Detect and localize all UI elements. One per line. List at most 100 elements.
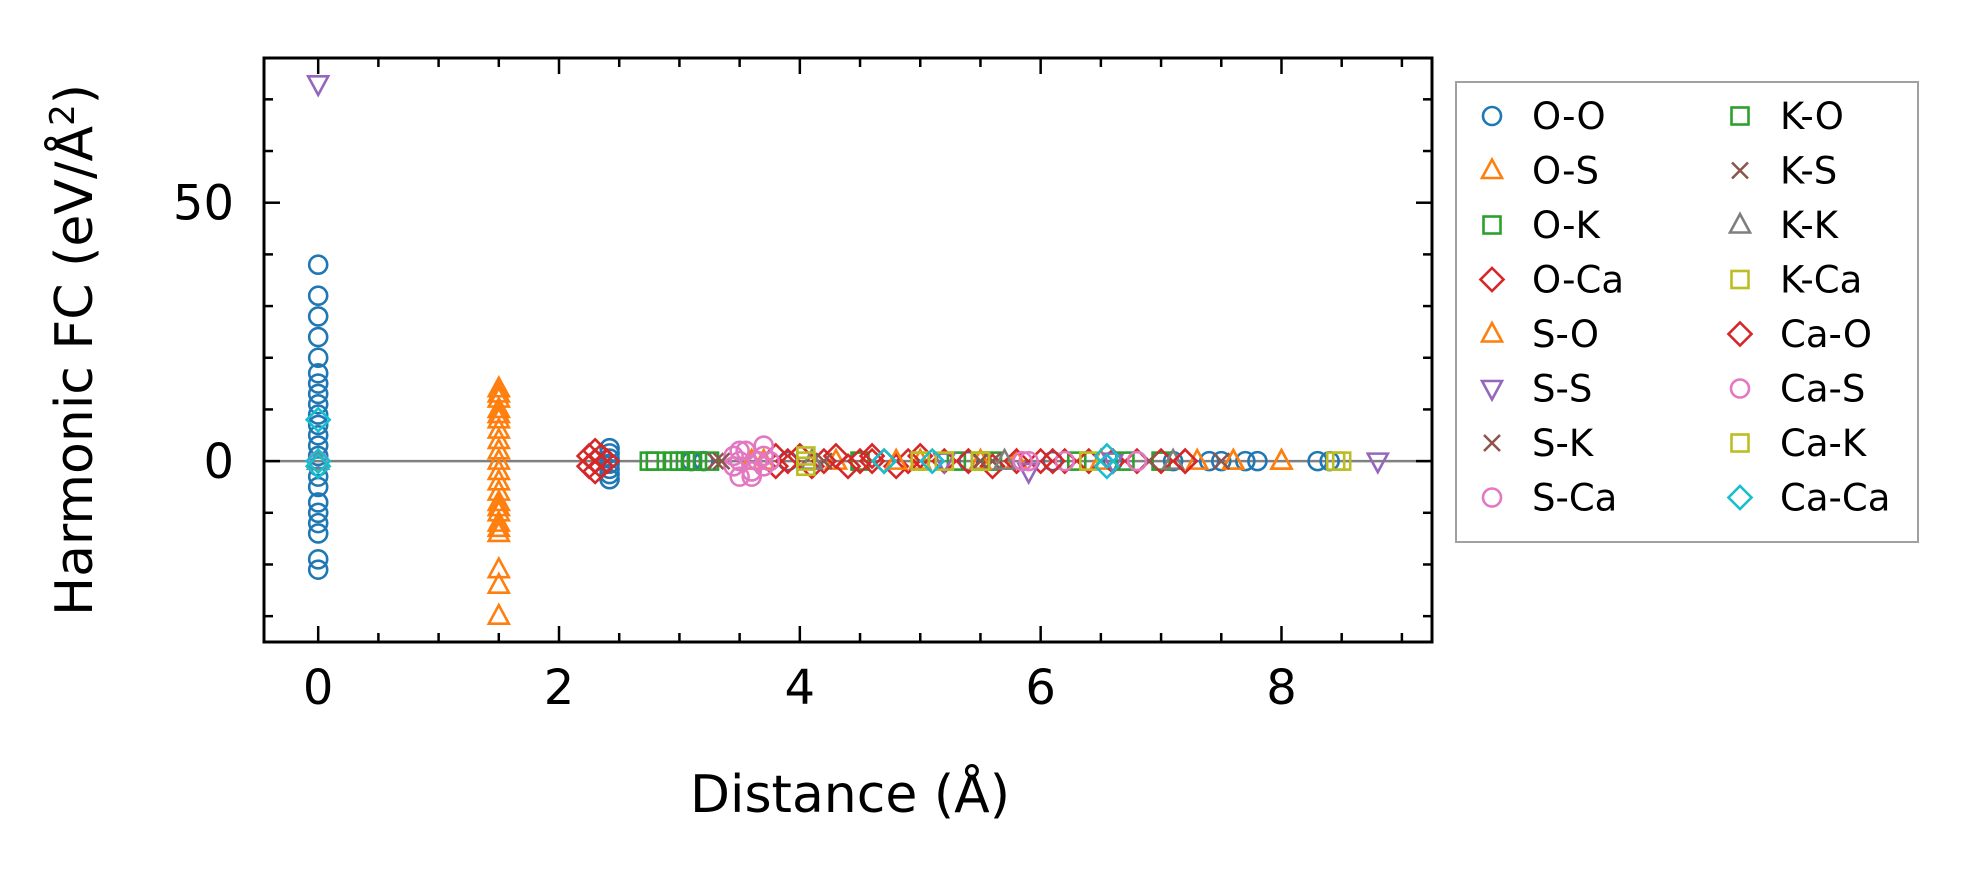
data-point-Ca-K (910, 451, 931, 471)
legend-label: Ca-K (1780, 422, 1868, 465)
legend: O-O O-S O-K O-Ca S-O S-S S-K S-Ca K-O K-S K-K K-Ca C… (1455, 81, 1919, 543)
data-point-O-O (307, 424, 329, 446)
data-point-K-K (1160, 447, 1186, 470)
data-point-O-Ca (979, 452, 1006, 480)
data-point-K-O (639, 451, 660, 471)
data-point-O-O (307, 404, 329, 425)
legend-label: K-O (1780, 95, 1844, 138)
data-point-S-K (1212, 452, 1231, 471)
data-point-K-K (992, 447, 1017, 470)
legend-item: Ca-S (1729, 368, 1865, 411)
data-point-O-S (1185, 447, 1210, 470)
data-point-Ca-Ca (918, 447, 946, 475)
series-O-S (486, 375, 1294, 625)
data-point-Ca-O (575, 442, 603, 470)
data-point-O-O (1198, 450, 1220, 472)
legend-label: S-S (1532, 368, 1592, 411)
x-tick-label: 4 (785, 660, 816, 716)
data-point-O-O (307, 326, 329, 348)
axes-layer: 0 2 4 6 8 0 50 (173, 56, 1434, 716)
data-point-O-O (1247, 450, 1268, 472)
legend-label: O-O (1532, 95, 1606, 138)
legend-label: K-K (1780, 204, 1840, 247)
legend-item: Ca-Ca (1726, 477, 1890, 520)
legend-marker (1727, 211, 1753, 234)
data-point-S-K (706, 452, 725, 471)
legend-marker (1731, 161, 1749, 180)
data-point-K-S (712, 452, 731, 471)
legend-marker (1479, 320, 1505, 343)
y-axis-label-close: ) (45, 84, 105, 104)
data-point-Ca-O (1039, 447, 1067, 475)
data-point-Ca-Ca (304, 452, 332, 480)
data-point-O-O (958, 450, 979, 472)
data-point-O-K (1151, 451, 1171, 471)
data-point-Ca-S (1126, 450, 1148, 472)
data-point-O-O (307, 445, 329, 467)
data-point-O-O (1042, 450, 1064, 472)
legend-marker (1730, 106, 1750, 126)
data-point-Ca-K (1325, 451, 1346, 471)
data-point-S-K (814, 452, 833, 471)
data-point-O-S (486, 571, 511, 594)
series-S-S (306, 75, 1390, 486)
series-Ca-Ca (304, 406, 1121, 480)
data-point-O-K (699, 451, 720, 471)
data-point-O-O (307, 285, 329, 307)
data-point-O-K (946, 451, 967, 471)
legend-label: O-S (1532, 150, 1599, 193)
data-point-O-O (307, 492, 329, 513)
series-Ca-O (575, 442, 1199, 480)
legend-marker (1479, 379, 1505, 403)
x-axis-label: Distance (Å) (690, 763, 1010, 825)
data-point-O-O (307, 393, 329, 415)
data-point-Ca-Ca (1093, 442, 1121, 470)
legend-label: K-S (1780, 150, 1837, 193)
data-point-S-O (883, 447, 909, 470)
data-point-O-O (307, 362, 329, 384)
data-point-S-Ca (753, 445, 775, 467)
data-point-O-O (307, 559, 329, 580)
legend-marker (1478, 266, 1506, 293)
data-point-Ca-S (1012, 450, 1033, 472)
legend-item: S-O (1479, 313, 1599, 356)
data-point-S-O (1269, 447, 1294, 470)
data-point-Ca-O (1171, 447, 1199, 475)
data-point-S-O (1221, 447, 1246, 470)
legend-marker (1481, 105, 1503, 127)
legend-item: K-O (1730, 95, 1844, 138)
data-point-O-O (307, 383, 329, 405)
data-point-O-O (307, 373, 329, 394)
data-point-O-K (850, 451, 870, 471)
plot-frame (262, 56, 1434, 644)
x-tick-label: 8 (1266, 660, 1297, 716)
data-point-S-Ca (753, 455, 775, 477)
data-point-O-S (486, 519, 511, 543)
legend-item: O-K (1482, 204, 1602, 247)
data-point-O-S (486, 555, 511, 579)
data-point-K-O (1115, 451, 1135, 471)
data-point-O-O (307, 549, 329, 570)
data-point-S-S (306, 75, 331, 98)
data-point-S-S (1016, 462, 1041, 486)
legend-item: K-K (1727, 204, 1840, 247)
legend-frame (1455, 81, 1919, 543)
data-point-O-O (307, 254, 329, 276)
data-point-O-Ca (846, 447, 874, 475)
legend-marker (1730, 269, 1750, 290)
data-point-O-S (486, 602, 511, 625)
y-tick-label: 0 (203, 434, 234, 490)
legend-marker (1481, 487, 1503, 508)
data-point-S-S (1100, 452, 1126, 475)
legend-marker (1729, 378, 1751, 399)
data-point-O-O (307, 523, 329, 544)
x-tick-label: 2 (544, 660, 575, 716)
data-point-O-K (1066, 451, 1087, 471)
y-tick-label: 50 (173, 176, 234, 232)
data-point-S-Ca (723, 445, 744, 467)
data-point-K-S (983, 452, 1002, 471)
legend-label: Ca-S (1780, 368, 1865, 411)
data-point-K-Ca (1079, 451, 1099, 471)
data-point-O-Ca (774, 447, 802, 475)
